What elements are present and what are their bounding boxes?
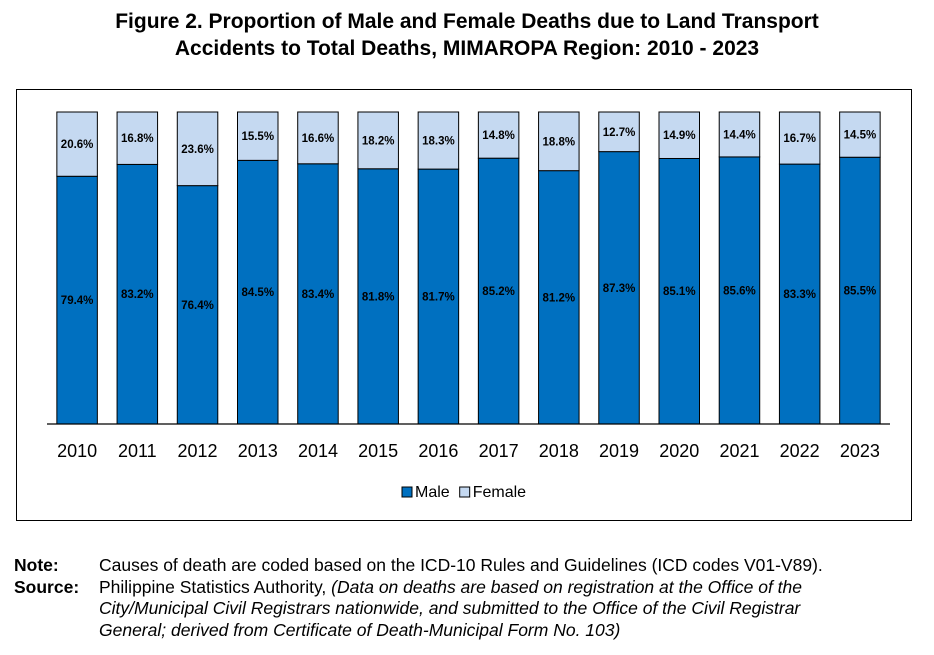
title-line-2: Accidents to Total Deaths, MIMAROPA Regi… [174,37,760,60]
source-detail-line-2: City/Municipal Civil Registrars nationwi… [99,598,801,618]
bar-male-2010 [56,175,98,425]
bar-male-2020 [658,157,700,425]
data-label-female-2020: 14.9% [663,130,696,142]
legend-swatch-male [401,486,413,498]
x-tick-label-2015: 2015 [358,441,398,461]
data-label-male-2010: 79.4% [61,295,94,307]
data-label-female-2022: 16.7% [783,133,816,145]
x-tick-label-2020: 2020 [659,441,699,461]
data-label-female-2011: 16.8% [121,133,154,145]
data-label-male-2022: 83.3% [783,289,816,301]
data-label-female-2016: 18.3% [422,136,455,148]
bar-female-2017 [477,111,520,159]
x-tick-label-2014: 2014 [298,441,338,461]
source-org: Philippine Statistics Authority, [99,576,327,597]
data-label-female-2023: 14.5% [844,130,877,142]
bar-female-2011 [116,111,159,165]
data-label-male-2012: 76.4% [181,300,214,312]
bar-female-2023 [839,111,881,158]
x-tick-label-2023: 2023 [840,441,880,461]
bar-female-2013 [237,111,279,161]
bar-female-2020 [658,111,700,159]
bar-female-2016 [417,111,460,170]
source-text: Philippine Statistics Authority, (Data o… [99,577,924,642]
data-label-male-2015: 81.8% [362,291,395,303]
bar-female-2015 [357,111,399,170]
x-tick-label-2018: 2018 [539,441,579,461]
legend-swatch-female [459,486,471,498]
x-tick-label-2021: 2021 [719,441,759,461]
bar-female-2014 [297,111,339,165]
data-label-male-2017: 85.2% [482,286,515,298]
data-label-female-2013: 15.5% [241,131,274,143]
data-label-male-2014: 83.4% [302,289,335,301]
stacked-bar-chart: 79.4% 20.6% 2010 83.2% 16.8% 2011 76.4% 23.6% 20… [47,111,890,501]
legend-label-male: Male [415,484,450,501]
bar-male-2018 [538,170,580,425]
source-detail-line-3: General; derived from Certificate of Dea… [99,619,621,640]
source-row: Source: Philippine Statistics Authority,… [14,577,924,642]
bar-male-2017 [477,157,520,425]
bar-female-2019 [598,111,640,153]
chart-title: Figure 2. Proportion of Male and Female … [0,8,934,62]
data-label-male-2016: 81.7% [422,292,455,304]
x-tick-label-2010: 2010 [57,441,97,461]
data-label-female-2019: 12.7% [603,127,636,139]
data-label-male-2019: 87.3% [603,283,636,295]
data-label-male-2011: 83.2% [121,289,154,301]
data-label-female-2015: 18.2% [362,135,395,147]
note-text: Causes of death are coded based on the I… [99,555,823,575]
bar-male-2015 [357,168,399,425]
data-label-female-2010: 20.6% [61,139,94,151]
source-label: Source: [14,576,80,597]
bar-female-2010 [56,111,98,177]
bar-female-2021 [718,111,761,158]
data-label-female-2012: 23.6% [181,144,214,156]
data-label-male-2020: 85.1% [663,286,696,298]
x-tick-label-2017: 2017 [479,441,519,461]
title-line-1: Figure 2. Proportion of Male and Female … [115,10,819,33]
data-label-female-2018: 18.8% [543,136,576,148]
data-label-male-2013: 84.5% [241,287,274,299]
note-label: Note: [14,555,59,575]
data-label-female-2021: 14.4% [723,129,756,141]
note-row: Note: Causes of death are coded based on… [14,555,924,577]
bar-female-2018 [538,111,580,172]
data-label-female-2014: 16.6% [302,133,335,145]
x-tick-label-2022: 2022 [780,441,820,461]
bar-female-2022 [778,111,821,165]
chart-notes: Note: Causes of death are coded based on… [14,555,924,641]
x-tick-label-2016: 2016 [418,441,458,461]
source-detail-line-1: (Data on deaths are based on registratio… [331,576,803,597]
bar-male-2021 [718,156,761,425]
x-tick-label-2019: 2019 [599,441,639,461]
bar-male-2022 [778,163,821,425]
bar-male-2019 [598,151,640,425]
chart-area: 79.4% 20.6% 2010 83.2% 16.8% 2011 76.4% 23.6% 20… [16,89,912,521]
legend-label-female: Female [473,484,526,501]
data-label-male-2021: 85.6% [723,285,756,297]
x-tick-label-2012: 2012 [178,441,218,461]
x-tick-label-2011: 2011 [118,441,157,461]
x-tick-label-2013: 2013 [238,441,278,461]
bar-male-2023 [839,156,881,425]
data-label-male-2018: 81.2% [543,292,576,304]
data-label-female-2017: 14.8% [482,130,515,142]
bar-female-2012 [176,111,219,187]
data-label-male-2023: 85.5% [844,286,877,298]
